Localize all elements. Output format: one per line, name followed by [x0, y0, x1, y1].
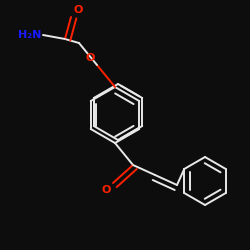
Text: O: O [73, 5, 83, 15]
Text: H₂N: H₂N [18, 30, 41, 40]
Text: O: O [86, 53, 95, 63]
Text: O: O [102, 185, 111, 195]
